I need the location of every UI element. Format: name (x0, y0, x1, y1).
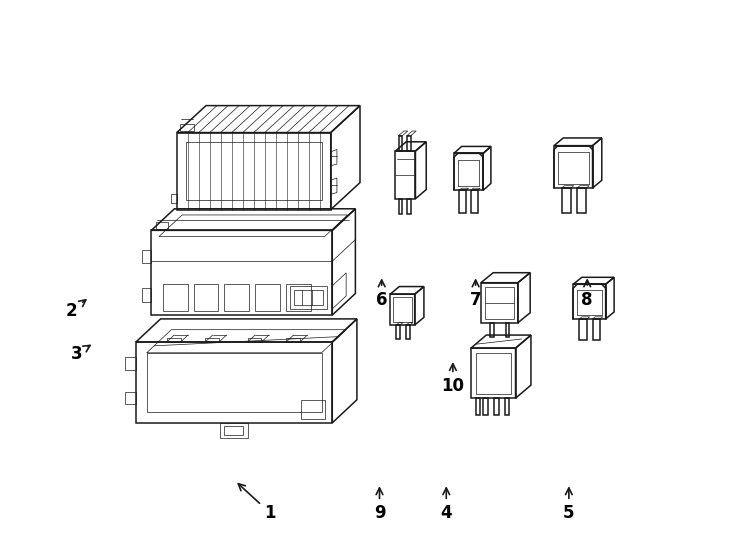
Polygon shape (573, 278, 614, 284)
Polygon shape (515, 335, 531, 398)
Polygon shape (331, 106, 360, 210)
Polygon shape (518, 273, 530, 323)
Polygon shape (554, 138, 602, 146)
Polygon shape (476, 398, 480, 415)
Text: 7: 7 (470, 280, 482, 309)
Polygon shape (399, 199, 402, 214)
Polygon shape (562, 188, 571, 213)
Polygon shape (415, 287, 424, 325)
Polygon shape (573, 284, 606, 319)
Polygon shape (151, 231, 333, 315)
Text: 5: 5 (563, 488, 575, 522)
Polygon shape (606, 278, 614, 319)
Polygon shape (390, 287, 424, 294)
Polygon shape (407, 136, 411, 151)
Polygon shape (454, 146, 491, 153)
Polygon shape (396, 151, 415, 199)
Polygon shape (454, 153, 483, 190)
Polygon shape (592, 138, 602, 188)
Text: 3: 3 (71, 345, 90, 363)
Text: 10: 10 (441, 364, 465, 395)
Polygon shape (471, 190, 478, 213)
Polygon shape (333, 209, 355, 315)
Text: 8: 8 (581, 280, 593, 309)
Text: 4: 4 (440, 488, 452, 522)
Polygon shape (177, 106, 360, 132)
Polygon shape (407, 199, 411, 214)
Polygon shape (177, 132, 331, 210)
Polygon shape (490, 323, 494, 336)
Polygon shape (483, 398, 488, 415)
Polygon shape (577, 188, 586, 213)
Text: 6: 6 (376, 280, 388, 309)
Polygon shape (396, 142, 426, 151)
Polygon shape (554, 146, 592, 188)
Polygon shape (471, 348, 515, 398)
Polygon shape (399, 136, 402, 151)
Text: 2: 2 (66, 300, 86, 320)
Polygon shape (136, 342, 333, 423)
Polygon shape (396, 325, 400, 339)
Polygon shape (390, 294, 415, 325)
Polygon shape (151, 209, 355, 231)
Polygon shape (506, 323, 509, 336)
Polygon shape (579, 319, 587, 340)
Polygon shape (471, 335, 531, 348)
Text: 9: 9 (374, 488, 385, 522)
Polygon shape (406, 325, 410, 339)
Polygon shape (136, 319, 357, 342)
Polygon shape (505, 398, 509, 415)
Polygon shape (333, 319, 357, 423)
Polygon shape (459, 190, 466, 213)
Polygon shape (592, 319, 600, 340)
Polygon shape (483, 146, 491, 190)
Polygon shape (481, 283, 518, 323)
Text: 1: 1 (239, 484, 276, 522)
Polygon shape (494, 398, 498, 415)
Polygon shape (415, 142, 426, 199)
Polygon shape (481, 273, 530, 283)
